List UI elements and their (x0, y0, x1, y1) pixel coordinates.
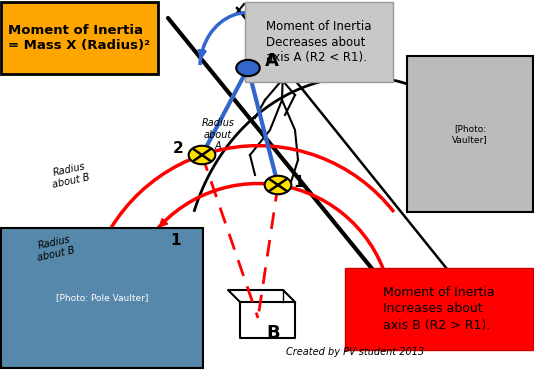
Circle shape (189, 146, 215, 164)
Text: Radius
about B: Radius about B (49, 161, 91, 189)
Text: Radius
about B: Radius about B (34, 233, 76, 263)
Circle shape (236, 60, 260, 76)
FancyBboxPatch shape (245, 2, 392, 82)
Text: Created by PV student 2013: Created by PV student 2013 (286, 347, 424, 357)
Text: 2: 2 (172, 141, 183, 156)
FancyBboxPatch shape (1, 228, 203, 368)
Text: [Photo:
Vaulter]: [Photo: Vaulter] (452, 124, 488, 144)
Text: [Photo: Pole Vaulter]: [Photo: Pole Vaulter] (56, 293, 148, 303)
Text: 1: 1 (170, 233, 180, 248)
Text: Moment of Inertia
= Mass X (Radius)²: Moment of Inertia = Mass X (Radius)² (9, 24, 151, 53)
Circle shape (271, 42, 295, 58)
Text: Radius
about
A: Radius about A (201, 118, 234, 151)
Circle shape (265, 176, 292, 194)
FancyBboxPatch shape (1, 2, 158, 74)
FancyBboxPatch shape (407, 56, 533, 212)
FancyBboxPatch shape (345, 268, 533, 350)
Text: Moment of Inertia
Increases about
axis B (R2 > R1).: Moment of Inertia Increases about axis B… (383, 286, 495, 332)
Text: Moment of Inertia
Decreases about
axis A (R2 < R1).: Moment of Inertia Decreases about axis A… (266, 20, 372, 64)
Text: B: B (266, 324, 280, 342)
Text: A: A (265, 52, 279, 70)
Text: 1: 1 (293, 175, 303, 190)
